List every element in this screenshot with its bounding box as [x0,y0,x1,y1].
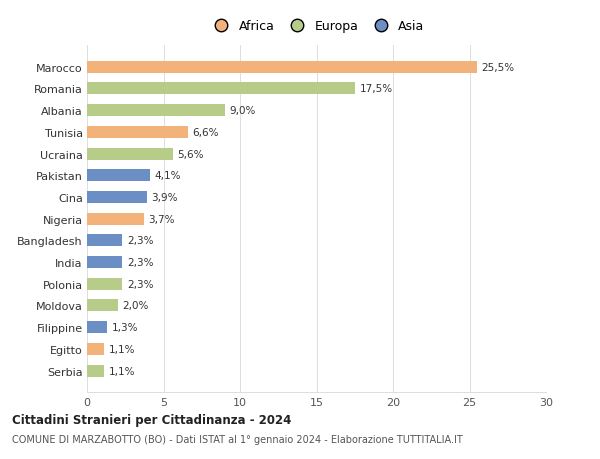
Legend: Africa, Europa, Asia: Africa, Europa, Asia [206,17,427,35]
Bar [87,235,122,247]
Bar [87,321,107,333]
Text: 2,3%: 2,3% [127,279,153,289]
Text: 4,1%: 4,1% [154,171,181,181]
Bar [87,105,224,117]
Bar [87,343,104,355]
Text: 1,3%: 1,3% [112,322,138,332]
Text: Cittadini Stranieri per Cittadinanza - 2024: Cittadini Stranieri per Cittadinanza - 2… [12,413,292,426]
Text: 2,0%: 2,0% [122,301,149,311]
Text: 3,9%: 3,9% [151,192,178,202]
Text: 6,6%: 6,6% [193,128,219,138]
Bar [87,300,118,312]
Text: 17,5%: 17,5% [359,84,392,94]
Text: 25,5%: 25,5% [482,62,515,73]
Bar [87,83,355,95]
Bar [87,213,143,225]
Bar [87,148,173,160]
Bar [87,257,122,269]
Bar [87,127,188,139]
Text: 9,0%: 9,0% [229,106,256,116]
Text: 3,7%: 3,7% [148,214,175,224]
Bar [87,170,150,182]
Text: COMUNE DI MARZABOTTO (BO) - Dati ISTAT al 1° gennaio 2024 - Elaborazione TUTTITA: COMUNE DI MARZABOTTO (BO) - Dati ISTAT a… [12,434,463,444]
Text: 1,1%: 1,1% [109,366,135,376]
Bar [87,191,146,203]
Text: 2,3%: 2,3% [127,257,153,268]
Bar [87,365,104,377]
Text: 5,6%: 5,6% [177,149,204,159]
Text: 1,1%: 1,1% [109,344,135,354]
Bar [87,278,122,290]
Bar [87,62,477,73]
Text: 2,3%: 2,3% [127,236,153,246]
